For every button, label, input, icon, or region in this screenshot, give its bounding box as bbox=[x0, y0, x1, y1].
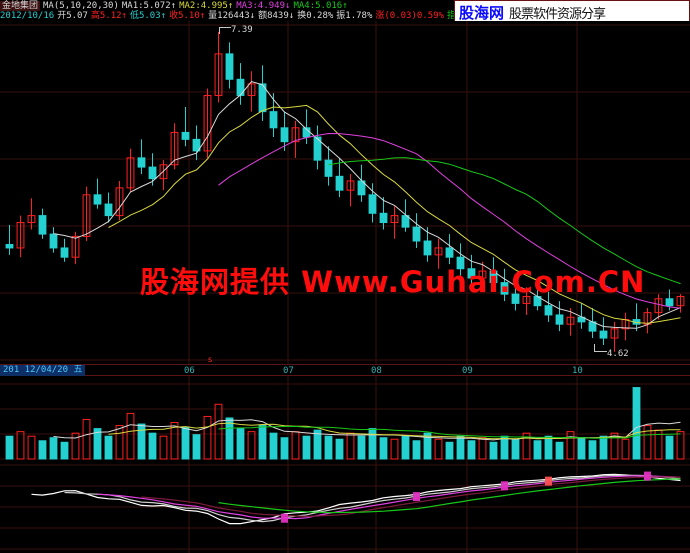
ma-item-0: MA1:5.072↑ bbox=[121, 1, 177, 11]
low-price-label: 4.62 bbox=[607, 349, 629, 359]
header-quote-line: 2012/10/16 开5.07 高5.12↑ 低5.03↑ 收5.10↑ 量126443… bbox=[0, 11, 504, 21]
ma-config: MA(5,10,20,30) bbox=[43, 1, 119, 11]
quote-fields: 开5.07 高5.12↑ 低5.03↑ 收5.10↑ 量126443↓ 额8439↓ 换0.… bbox=[57, 11, 500, 21]
quote-field-3: 收5.10↑ bbox=[169, 11, 206, 21]
indicator-canvas bbox=[0, 461, 690, 553]
signal-marker-2 bbox=[501, 481, 508, 491]
quote-field-8: 涨(0.03)0.59% bbox=[375, 11, 444, 21]
price-chart-pane[interactable] bbox=[0, 21, 690, 364]
quote-field-5: 额8439↓ bbox=[258, 11, 295, 21]
signal-marker-3 bbox=[545, 476, 552, 486]
high-price-leader bbox=[219, 27, 231, 34]
signal-marker-0 bbox=[281, 513, 288, 523]
date-tick-09: 09 bbox=[462, 366, 473, 376]
date-tick-07: 07 bbox=[283, 366, 294, 376]
signal-marker-1 bbox=[413, 492, 420, 502]
quote-field-0: 开5.07 bbox=[57, 11, 88, 21]
signal-marker-4 bbox=[644, 471, 651, 481]
quote-field-7: 振1.78% bbox=[336, 11, 373, 21]
high-price-label: 7.39 bbox=[231, 25, 253, 35]
quote-date: 2012/10/16 bbox=[0, 11, 55, 21]
ma-item-3: MA4:5.016↑ bbox=[293, 1, 348, 11]
date-tick-10: 10 bbox=[572, 366, 583, 376]
quote-field-6: 换0.28% bbox=[297, 11, 334, 21]
ma-item-2: MA3:4.949↓ bbox=[236, 1, 291, 11]
volume-canvas bbox=[0, 376, 690, 461]
quote-field-2: 低5.03↑ bbox=[129, 11, 167, 21]
low-price-leader bbox=[594, 344, 607, 352]
banner-tagline: 股票软件资源分享 bbox=[509, 6, 606, 22]
sell-marker: s bbox=[208, 355, 213, 364]
candlestick-canvas bbox=[0, 21, 690, 364]
date-axis-selected: 201 12/04/20 五 bbox=[0, 365, 86, 376]
indicator-chart-pane[interactable] bbox=[0, 461, 690, 553]
header-ma-line: 金地集团 MA(5,10,20,30) MA1:5.072↑ MA2:4.995↑ MA… bbox=[0, 1, 354, 11]
ma-values: MA1:5.072↑ MA2:4.995↑ MA3:4.949↓ MA4:5.016↑ bbox=[122, 1, 351, 11]
date-axis[interactable]: 201 12/04/20 五 06 07 08 09 10 bbox=[0, 364, 690, 376]
date-tick-08: 08 bbox=[371, 366, 382, 376]
stock-name[interactable]: 金地集团 bbox=[0, 1, 41, 11]
volume-chart-pane[interactable] bbox=[0, 376, 690, 461]
ma-item-1: MA2:4.995↑ bbox=[179, 1, 234, 11]
banner-top-row: 股海网 股票软件资源分享 bbox=[455, 1, 689, 23]
quote-field-1: 高5.12↑ bbox=[90, 11, 127, 21]
watermark-text: 股海网提供 Www.Guhai.Com.CN bbox=[140, 265, 646, 299]
banner-logo-text: 股海网 bbox=[459, 3, 505, 22]
date-tick-06: 06 bbox=[184, 366, 195, 376]
quote-field-4: 量126443↓ bbox=[208, 11, 256, 21]
